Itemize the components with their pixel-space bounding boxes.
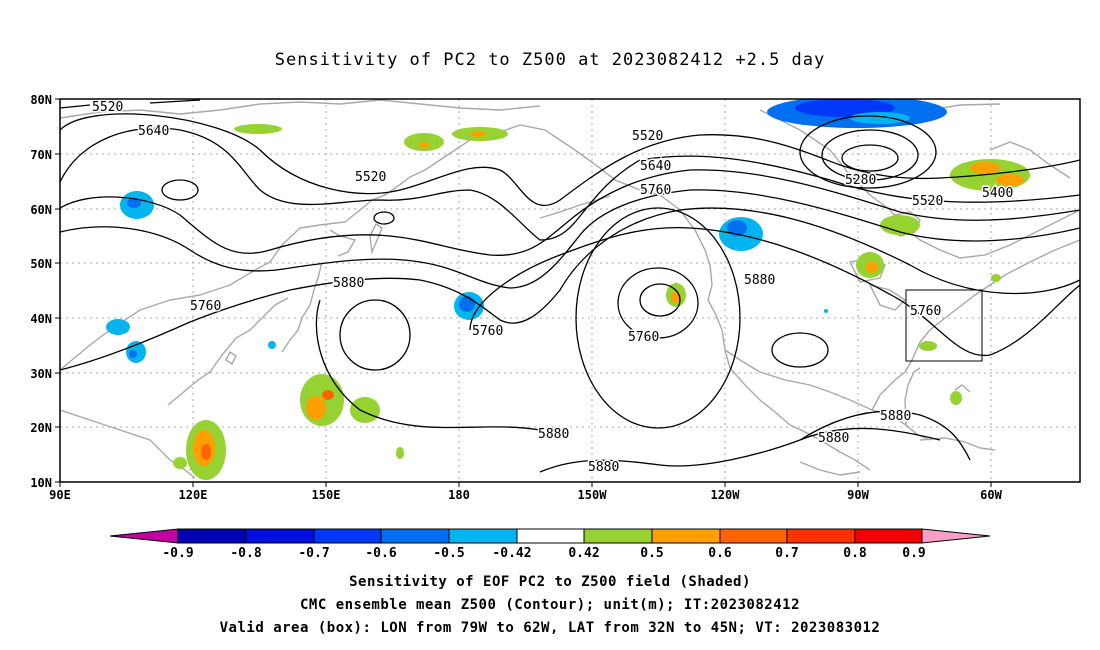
colorbar-label: 0.6 bbox=[708, 546, 732, 561]
colorbar-swatch bbox=[448, 528, 518, 544]
colorbar-swatch bbox=[719, 528, 788, 544]
lat-label: 10N bbox=[30, 476, 52, 490]
lon-labels: 90E 120E 150E 180 150W 120W 90W 60W bbox=[49, 488, 1002, 502]
contour-label: 5880 bbox=[880, 409, 911, 424]
lat-label: 50N bbox=[30, 257, 52, 271]
colorbar bbox=[109, 528, 991, 544]
contour-label: 5880 bbox=[333, 276, 364, 291]
colorbar-swatch bbox=[313, 528, 382, 544]
lon-label: 120W bbox=[711, 488, 741, 502]
colorbar-swatch bbox=[651, 528, 721, 544]
colorbar-swatch bbox=[854, 528, 923, 544]
map-frame bbox=[59, 98, 1081, 483]
lat-label: 20N bbox=[30, 421, 52, 435]
contour-label: 5880 bbox=[588, 460, 619, 475]
contour-labels: 5520 5640 5520 5760 5880 5760 5520 5640 … bbox=[91, 99, 1015, 477]
contour-label: 5760 bbox=[910, 304, 941, 319]
contour-label: 5400 bbox=[982, 186, 1013, 201]
lon-label: 90W bbox=[847, 488, 869, 502]
contour-label: 5520 bbox=[92, 100, 123, 115]
contour-label: 5760 bbox=[628, 330, 659, 345]
footer-line-1: Sensitivity of EOF PC2 to Z500 field (Sh… bbox=[349, 574, 751, 590]
lat-label: 30N bbox=[30, 367, 52, 381]
lat-label: 40N bbox=[30, 312, 52, 326]
valid-area-box bbox=[905, 289, 983, 362]
colorbar-label: -0.6 bbox=[365, 546, 396, 561]
contour-label: 5880 bbox=[744, 273, 775, 288]
contour-label: 5520 bbox=[632, 129, 663, 144]
axis-ticks bbox=[55, 98, 992, 487]
z500-contours bbox=[60, 99, 1080, 473]
colorbar-labels: -0.9 -0.8 -0.7 -0.6 -0.5 -0.42 0.42 0.5 … bbox=[162, 546, 925, 561]
lon-label: 90E bbox=[49, 488, 71, 502]
contour-label: 5280 bbox=[845, 173, 876, 188]
contour-label: 5760 bbox=[472, 324, 503, 339]
colorbar-swatch bbox=[921, 528, 991, 544]
lat-labels: 80N 70N 60N 50N 40N 30N 20N 10N bbox=[30, 93, 52, 490]
colorbar-label: 0.8 bbox=[843, 546, 867, 561]
contour-label: 5520 bbox=[355, 170, 386, 185]
colorbar-swatch bbox=[380, 528, 450, 544]
colorbar-swatch bbox=[583, 528, 653, 544]
contour-label: 5640 bbox=[138, 124, 169, 139]
footer-line-3: Valid area (box): LON from 79W to 62W, L… bbox=[219, 620, 881, 636]
contour-label: 5880 bbox=[818, 431, 849, 446]
colorbar-swatch bbox=[245, 528, 315, 544]
colorbar-label: -0.9 bbox=[162, 546, 193, 561]
colorbar-label: -0.7 bbox=[298, 546, 329, 561]
colorbar-label: -0.5 bbox=[433, 546, 464, 561]
lat-label: 60N bbox=[30, 203, 52, 217]
colorbar-swatch bbox=[516, 528, 585, 544]
lon-label: 60W bbox=[980, 488, 1002, 502]
contour-label: 5880 bbox=[538, 427, 569, 442]
lon-label: 150E bbox=[312, 488, 341, 502]
contour-label: 5640 bbox=[640, 159, 671, 174]
footer-line-2: CMC ensemble mean Z500 (Contour); unit(m… bbox=[299, 597, 800, 613]
plot-title: Sensitivity of PC2 to Z500 at 2023082412… bbox=[274, 50, 826, 70]
colorbar-swatch bbox=[177, 528, 247, 544]
colorbar-label: 0.42 bbox=[568, 546, 599, 561]
colorbar-swatch bbox=[786, 528, 856, 544]
colorbar-label: -0.8 bbox=[230, 546, 261, 561]
colorbar-label: 0.5 bbox=[640, 546, 663, 561]
contour-label: 5760 bbox=[640, 183, 671, 198]
lat-label: 70N bbox=[30, 148, 52, 162]
colorbar-label: -0.42 bbox=[492, 546, 531, 561]
colorbar-label: 0.9 bbox=[902, 546, 925, 561]
lon-label: 150W bbox=[578, 488, 608, 502]
contour-label: 5760 bbox=[190, 299, 221, 314]
lat-label: 80N bbox=[30, 93, 52, 107]
lon-label: 180 bbox=[448, 488, 470, 502]
contour-label: 5520 bbox=[912, 194, 943, 209]
colorbar-swatch bbox=[109, 528, 179, 544]
colorbar-label: 0.7 bbox=[775, 546, 798, 561]
lon-label: 120E bbox=[179, 488, 208, 502]
coastlines bbox=[60, 99, 1080, 479]
